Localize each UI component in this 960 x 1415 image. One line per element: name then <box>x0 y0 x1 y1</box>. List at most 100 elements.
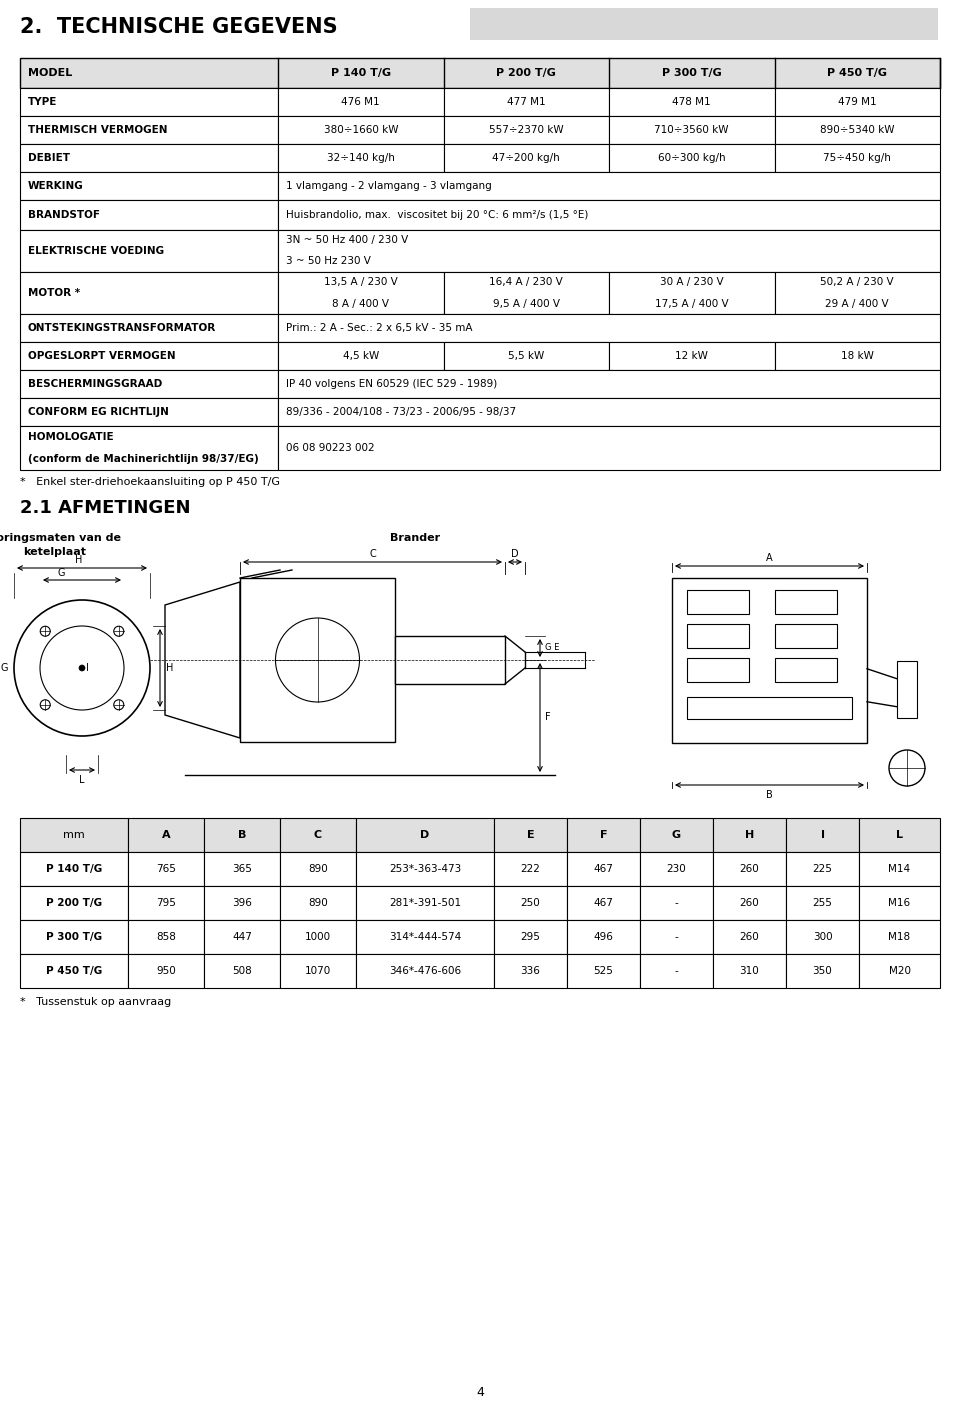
Bar <box>278 173 940 200</box>
Text: 17,5 A / 400 V: 17,5 A / 400 V <box>655 299 729 308</box>
Bar <box>609 144 775 173</box>
Text: D: D <box>511 549 518 559</box>
Bar <box>204 886 280 920</box>
Text: L: L <box>80 775 84 785</box>
Text: P 140 T/G: P 140 T/G <box>330 68 391 78</box>
Bar <box>280 818 356 852</box>
Text: Prim.: 2 A - Sec.: 2 x 6,5 kV - 35 mA: Prim.: 2 A - Sec.: 2 x 6,5 kV - 35 mA <box>286 323 472 333</box>
Text: B: B <box>238 831 246 841</box>
Text: 12 kW: 12 kW <box>675 351 708 361</box>
Text: 281*-391-501: 281*-391-501 <box>389 899 461 908</box>
Bar <box>278 144 444 173</box>
Text: P 200 T/G: P 200 T/G <box>496 68 556 78</box>
Bar <box>280 886 356 920</box>
Bar <box>278 231 940 272</box>
Text: 3N ~ 50 Hz 400 / 230 V: 3N ~ 50 Hz 400 / 230 V <box>286 235 408 245</box>
Text: P 450 T/G: P 450 T/G <box>828 68 887 78</box>
Text: 380÷1660 kW: 380÷1660 kW <box>324 125 398 134</box>
Text: 222: 222 <box>520 865 540 874</box>
Text: Huisbrandolio, max.  viscositet bij 20 °C: 6 mm²/s (1,5 °E): Huisbrandolio, max. viscositet bij 20 °C… <box>286 209 588 219</box>
Text: 250: 250 <box>520 899 540 908</box>
Text: P 140 T/G: P 140 T/G <box>46 865 102 874</box>
Text: G: G <box>58 567 64 577</box>
Bar <box>204 818 280 852</box>
Text: 2.1 AFMETINGEN: 2.1 AFMETINGEN <box>20 499 190 516</box>
Text: 89/336 - 2004/108 - 73/23 - 2006/95 - 98/37: 89/336 - 2004/108 - 73/23 - 2006/95 - 98… <box>286 408 516 417</box>
Bar <box>20 314 278 342</box>
Bar <box>278 116 444 144</box>
Bar <box>204 954 280 988</box>
Bar <box>775 624 837 648</box>
Bar <box>395 635 505 683</box>
Text: 467: 467 <box>593 865 613 874</box>
Bar <box>356 818 494 852</box>
Text: H: H <box>75 555 83 565</box>
Text: BESCHERMINGSGRAAD: BESCHERMINGSGRAAD <box>28 379 162 389</box>
Text: 557÷2370 kW: 557÷2370 kW <box>489 125 564 134</box>
Text: 9,5 A / 400 V: 9,5 A / 400 V <box>492 299 560 308</box>
Bar <box>278 272 444 314</box>
Text: WERKING: WERKING <box>28 181 84 191</box>
Bar <box>687 590 749 614</box>
Text: 890÷5340 kW: 890÷5340 kW <box>820 125 895 134</box>
Bar <box>444 272 609 314</box>
Bar <box>20 272 278 314</box>
Text: Brander: Brander <box>390 533 440 543</box>
Text: TYPE: TYPE <box>28 98 58 108</box>
Text: -: - <box>675 899 679 908</box>
Text: M14: M14 <box>888 865 911 874</box>
Text: P 300 T/G: P 300 T/G <box>661 68 722 78</box>
Text: 255: 255 <box>812 899 832 908</box>
Text: 295: 295 <box>520 932 540 942</box>
Text: 478 M1: 478 M1 <box>672 98 711 108</box>
Text: 30 A / 230 V: 30 A / 230 V <box>660 277 724 287</box>
Bar <box>204 920 280 954</box>
Text: 50,2 A / 230 V: 50,2 A / 230 V <box>821 277 894 287</box>
Bar <box>786 852 859 886</box>
Text: 1070: 1070 <box>305 966 331 976</box>
Bar <box>859 886 940 920</box>
Text: 4: 4 <box>476 1385 484 1398</box>
Text: 4,5 kW: 4,5 kW <box>343 351 379 361</box>
Bar <box>356 852 494 886</box>
Bar <box>280 852 356 886</box>
Bar <box>20 954 128 988</box>
Bar <box>567 818 640 852</box>
Bar <box>20 920 128 954</box>
Bar <box>640 818 713 852</box>
Text: DEBIET: DEBIET <box>28 153 70 163</box>
Text: *   Enkel ster-driehoekaansluiting op P 450 T/G: * Enkel ster-driehoekaansluiting op P 45… <box>20 477 280 487</box>
Bar <box>859 818 940 852</box>
Bar <box>128 886 204 920</box>
Text: 890: 890 <box>308 899 328 908</box>
Text: E: E <box>527 831 535 841</box>
Text: F: F <box>600 831 608 841</box>
Text: 13,5 A / 230 V: 13,5 A / 230 V <box>324 277 397 287</box>
Bar <box>567 954 640 988</box>
Text: 477 M1: 477 M1 <box>507 98 545 108</box>
Bar <box>444 88 609 116</box>
Text: H: H <box>166 664 174 674</box>
Bar <box>20 231 278 272</box>
Bar <box>494 852 567 886</box>
Bar <box>278 88 444 116</box>
Text: 16,4 A / 230 V: 16,4 A / 230 V <box>490 277 564 287</box>
Text: L: L <box>896 831 903 841</box>
Bar <box>20 200 278 231</box>
Bar <box>609 342 775 369</box>
Text: 253*-363-473: 253*-363-473 <box>389 865 461 874</box>
Polygon shape <box>165 582 240 739</box>
Bar <box>128 852 204 886</box>
Text: ketelplaat: ketelplaat <box>23 548 86 558</box>
Bar <box>494 920 567 954</box>
Bar <box>859 954 940 988</box>
Text: MODEL: MODEL <box>28 68 72 78</box>
Text: G E: G E <box>545 644 560 652</box>
Text: 310: 310 <box>739 966 759 976</box>
Text: D: D <box>420 831 430 841</box>
Text: I: I <box>86 664 89 674</box>
Text: 890: 890 <box>308 865 328 874</box>
Bar <box>494 954 567 988</box>
Text: 467: 467 <box>593 899 613 908</box>
Bar <box>713 886 786 920</box>
